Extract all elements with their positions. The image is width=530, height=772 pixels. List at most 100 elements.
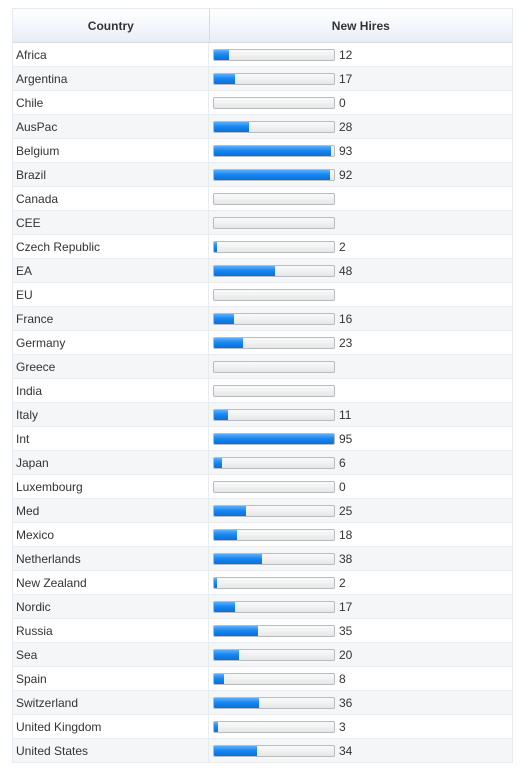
country-cell: Italy bbox=[13, 403, 209, 426]
new-hires-value: 95 bbox=[339, 431, 353, 446]
table-row[interactable]: Argentina 17 bbox=[13, 67, 512, 91]
progress-bar bbox=[213, 504, 335, 517]
table-row[interactable]: CEE bbox=[13, 211, 512, 235]
new-hires-value: 17 bbox=[339, 71, 353, 86]
new-hires-value: 11 bbox=[339, 407, 352, 422]
table-row[interactable]: Japan 6 bbox=[13, 451, 512, 475]
new-hires-value: 36 bbox=[339, 695, 353, 710]
new-hires-cell bbox=[209, 355, 512, 378]
new-hires-value: 34 bbox=[339, 743, 353, 758]
new-hires-cell: 12 bbox=[209, 43, 512, 66]
table-row[interactable]: Nordic 17 bbox=[13, 595, 512, 619]
country-cell: Belgium bbox=[13, 139, 209, 162]
progress-bar-fill bbox=[214, 409, 228, 420]
table-row[interactable]: Italy 11 bbox=[13, 403, 512, 427]
table-row[interactable]: Sea 20 bbox=[13, 643, 512, 667]
table-row[interactable]: Switzerland 36 bbox=[13, 691, 512, 715]
new-hires-value: 48 bbox=[339, 263, 353, 278]
new-hires-cell: 18 bbox=[209, 523, 512, 546]
new-hires-value: 0 bbox=[339, 95, 346, 110]
country-cell: EA bbox=[13, 259, 209, 282]
table-row[interactable]: New Zealand 2 bbox=[13, 571, 512, 595]
new-hires-cell: 48 bbox=[209, 259, 512, 282]
progress-bar-fill bbox=[214, 73, 236, 84]
country-cell: AusPac bbox=[13, 115, 209, 138]
table-row[interactable]: France 16 bbox=[13, 307, 512, 331]
progress-bar-fill bbox=[214, 49, 230, 60]
table-row[interactable]: Belgium 93 bbox=[13, 139, 512, 163]
table-row[interactable]: EU bbox=[13, 283, 512, 307]
new-hires-cell: 93 bbox=[209, 139, 512, 162]
progress-bar bbox=[213, 264, 335, 277]
progress-bar-fill bbox=[214, 577, 217, 588]
progress-bar-fill bbox=[214, 505, 246, 516]
new-hires-cell: 3 bbox=[209, 715, 512, 738]
table-row[interactable]: Africa 12 bbox=[13, 43, 512, 67]
country-cell: Spain bbox=[13, 667, 209, 690]
progress-bar bbox=[213, 240, 335, 253]
column-header-country[interactable]: Country bbox=[13, 9, 210, 42]
table-row[interactable]: Med 25 bbox=[13, 499, 512, 523]
table-row[interactable]: Chile 0 bbox=[13, 91, 512, 115]
progress-bar-fill bbox=[214, 625, 259, 636]
progress-bar bbox=[213, 96, 335, 109]
column-header-new-hires[interactable]: New Hires bbox=[331, 18, 390, 33]
progress-bar bbox=[213, 120, 335, 133]
country-cell: Africa bbox=[13, 43, 209, 66]
progress-bar bbox=[213, 576, 335, 589]
country-cell: Luxembourg bbox=[13, 475, 209, 498]
table-row[interactable]: United Kingdom 3 bbox=[13, 715, 512, 739]
progress-bar bbox=[213, 384, 335, 397]
country-cell: France bbox=[13, 307, 209, 330]
new-hires-value: 35 bbox=[339, 623, 353, 638]
country-cell: Mexico bbox=[13, 523, 209, 546]
table-row[interactable]: EA 48 bbox=[13, 259, 512, 283]
progress-bar-fill bbox=[214, 169, 331, 180]
table-row[interactable]: Brazil 92 bbox=[13, 163, 512, 187]
new-hires-cell bbox=[209, 283, 512, 306]
new-hires-value: 28 bbox=[339, 119, 353, 134]
new-hires-cell bbox=[209, 211, 512, 234]
table-row[interactable]: Mexico 18 bbox=[13, 523, 512, 547]
progress-bar bbox=[213, 360, 335, 373]
table-row[interactable]: Canada bbox=[13, 187, 512, 211]
progress-bar bbox=[213, 552, 335, 565]
new-hires-grid: Country New Hires Africa 12 Argentina 17 Chi… bbox=[12, 8, 513, 763]
table-row[interactable]: Russia 35 bbox=[13, 619, 512, 643]
table-row[interactable]: Luxembourg 0 bbox=[13, 475, 512, 499]
country-cell: New Zealand bbox=[13, 571, 209, 594]
grid-body: Africa 12 Argentina 17 Chile 0 AusPac 28 Belgium… bbox=[13, 43, 512, 763]
progress-bar-fill bbox=[214, 121, 250, 132]
progress-bar-fill bbox=[214, 601, 236, 612]
progress-bar-fill bbox=[214, 457, 222, 468]
progress-bar bbox=[213, 192, 335, 205]
table-row[interactable]: Greece bbox=[13, 355, 512, 379]
progress-bar-fill bbox=[214, 721, 218, 732]
progress-bar bbox=[213, 600, 335, 613]
new-hires-value: 18 bbox=[339, 527, 353, 542]
progress-bar-fill bbox=[214, 241, 217, 252]
new-hires-value: 16 bbox=[339, 311, 353, 326]
new-hires-cell: 2 bbox=[209, 235, 512, 258]
progress-bar bbox=[213, 648, 335, 661]
progress-bar bbox=[213, 744, 335, 757]
table-row[interactable]: Netherlands 38 bbox=[13, 547, 512, 571]
table-row[interactable]: Czech Republic 2 bbox=[13, 235, 512, 259]
progress-bar bbox=[213, 216, 335, 229]
country-cell: EU bbox=[13, 283, 209, 306]
table-row[interactable]: United States 34 bbox=[13, 739, 512, 763]
table-row[interactable]: Int 95 bbox=[13, 427, 512, 451]
table-row[interactable]: India bbox=[13, 379, 512, 403]
new-hires-cell: 20 bbox=[209, 643, 512, 666]
country-cell: Czech Republic bbox=[13, 235, 209, 258]
progress-bar-fill bbox=[214, 649, 240, 660]
progress-bar-fill bbox=[214, 433, 334, 444]
table-row[interactable]: AusPac 28 bbox=[13, 115, 512, 139]
country-cell: Chile bbox=[13, 91, 209, 114]
country-cell: Netherlands bbox=[13, 547, 209, 570]
table-row[interactable]: Germany 23 bbox=[13, 331, 512, 355]
table-row[interactable]: Spain 8 bbox=[13, 667, 512, 691]
progress-bar-fill bbox=[214, 745, 257, 756]
new-hires-cell: 23 bbox=[209, 331, 512, 354]
new-hires-value: 25 bbox=[339, 503, 353, 518]
